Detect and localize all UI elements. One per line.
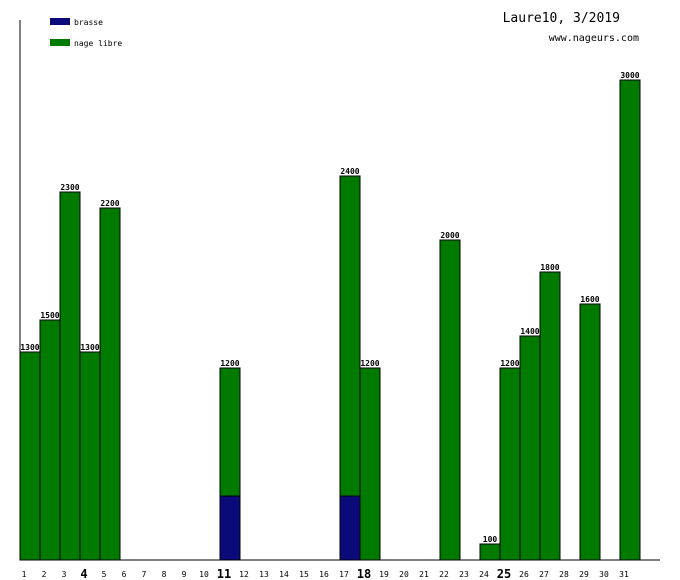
bar-nage-libre-day-31 [619,79,641,561]
value-label-day-31: 3000 [620,71,639,80]
x-tick-label-26: 26 [519,570,529,579]
x-tick-label-25: 25 [497,567,511,580]
x-tick-label-13: 13 [259,570,269,579]
bar-nage-libre-day-18 [359,367,381,561]
value-label-day-4: 1300 [80,343,99,352]
x-tick-label-30: 30 [599,570,609,579]
value-label-day-11: 1200 [220,359,239,368]
bar-nage-libre-day-5 [99,207,121,561]
value-label-day-24: 100 [483,535,498,544]
x-tick-label-2: 2 [42,570,47,579]
x-tick-label-10: 10 [199,570,209,579]
chart-subtitle: www.nageurs.com [549,33,639,44]
x-tick-label-1: 1 [22,570,27,579]
value-label-day-5: 2200 [100,199,119,208]
value-label-day-26: 1400 [520,327,539,336]
x-tick-label-11: 11 [217,567,231,580]
bar-nage-libre-day-4 [79,351,101,561]
bar-nage-libre-day-25 [499,367,521,561]
value-label-day-18: 1200 [360,359,379,368]
bar-brasse-day-11 [219,495,241,561]
bar-nage-libre-day-1 [19,351,41,561]
value-label-day-29: 1600 [580,295,599,304]
x-tick-label-12: 12 [239,570,249,579]
x-tick-labels: 1 2 3 4 5 6 7 8 9 10 11 12 13 14 15 16 17 18 19 20 21 22 23 24 2… [22,567,629,580]
x-tick-label-4: 4 [80,567,87,580]
value-label-day-3: 2300 [60,183,79,192]
legend-label-brasse: brasse [74,18,103,27]
x-tick-label-15: 15 [299,570,309,579]
x-tick-label-8: 8 [162,570,167,579]
bar-nage-libre-day-17 [339,175,361,497]
x-tick-label-21: 21 [419,570,429,579]
legend: brasse nage libre [50,18,122,48]
x-tick-label-27: 27 [539,570,549,579]
bar-nage-libre-day-27 [539,271,561,561]
x-tick-label-14: 14 [279,570,289,579]
bar-nage-libre-day-2 [39,319,61,561]
x-tick-label-6: 6 [122,570,127,579]
x-tick-label-19: 19 [379,570,389,579]
x-tick-label-16: 16 [319,570,329,579]
value-label-day-2: 1500 [40,311,59,320]
bar-nage-libre-day-22 [439,239,461,561]
x-tick-label-28: 28 [559,570,569,579]
bar-nage-libre-day-11 [219,367,241,497]
bar-nage-libre-day-3 [59,191,81,561]
x-tick-label-17: 17 [339,570,349,579]
bars [19,79,641,561]
legend-swatch-nage-libre [50,39,70,46]
x-tick-label-31: 31 [619,570,629,579]
bar-brasse-day-17 [339,495,361,561]
x-tick-label-5: 5 [102,570,107,579]
value-label-day-27: 1800 [540,263,559,272]
bar-nage-libre-day-26 [519,335,541,561]
value-label-day-25: 1200 [500,359,519,368]
legend-label-nage-libre: nage libre [74,39,122,48]
chart-title: Laure10, 3/2019 [503,11,620,26]
legend-swatch-brasse [50,18,70,25]
x-tick-label-7: 7 [142,570,147,579]
x-tick-label-29: 29 [579,570,589,579]
value-label-day-17: 2400 [340,167,359,176]
x-tick-label-3: 3 [62,570,67,579]
value-label-day-1: 1300 [20,343,39,352]
x-tick-label-9: 9 [182,570,187,579]
x-tick-label-20: 20 [399,570,409,579]
value-labels: 1300 1500 2300 1300 2200 1200 2400 1200 2000 100 1… [20,71,639,544]
x-tick-label-18: 18 [357,567,371,580]
x-tick-label-23: 23 [459,570,469,579]
value-label-day-22: 2000 [440,231,459,240]
x-tick-label-24: 24 [479,570,489,579]
x-tick-label-22: 22 [439,570,449,579]
bar-nage-libre-day-24 [479,543,501,561]
bar-nage-libre-day-29 [579,303,601,561]
